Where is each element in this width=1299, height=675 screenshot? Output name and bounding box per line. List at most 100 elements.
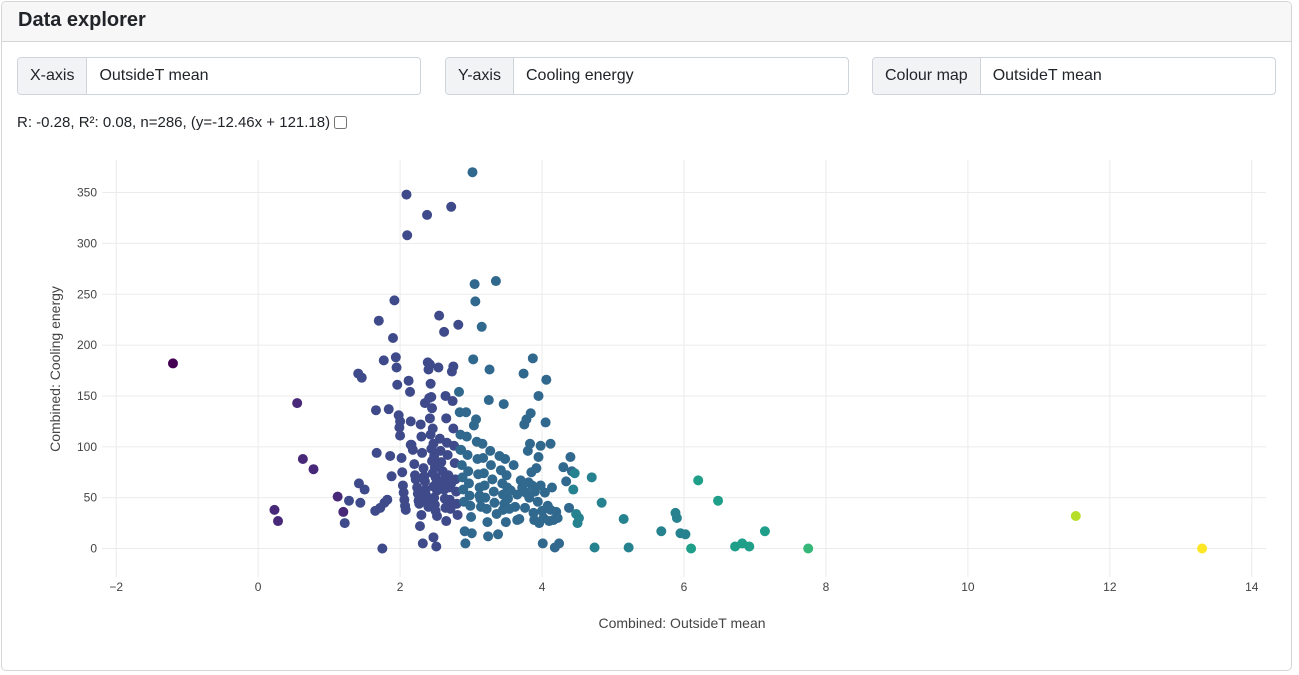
data-point (460, 538, 471, 549)
data-point (410, 474, 421, 485)
data-point (433, 362, 444, 373)
data-point (434, 459, 445, 470)
data-point (416, 509, 427, 520)
data-point (431, 541, 442, 552)
data-point (355, 497, 366, 508)
axis-controls: X-axis OutsideT mean Y-axis Cooling ener… (16, 57, 1276, 95)
x-tick-label: 14 (1245, 580, 1259, 594)
y-tick-label: 200 (77, 338, 97, 352)
data-point (446, 201, 457, 212)
x-axis-select[interactable]: X-axis OutsideT mean (17, 57, 421, 95)
page-title: Data explorer (18, 9, 146, 31)
data-point (484, 364, 495, 375)
x-axis-value[interactable]: OutsideT mean (99, 67, 209, 84)
data-point (427, 403, 438, 414)
data-point (565, 451, 576, 462)
data-point (456, 460, 467, 471)
data-point (447, 396, 458, 407)
y-axis-title: Combined: Cooling energy (47, 286, 63, 452)
colour-map-label: Colour map (873, 58, 981, 94)
data-point (693, 475, 704, 486)
data-point (532, 496, 543, 507)
data-point (441, 516, 452, 527)
data-point (401, 189, 412, 200)
data-point (485, 445, 496, 456)
data-point (466, 511, 477, 522)
data-point (419, 398, 430, 409)
data-point (373, 315, 384, 326)
y-axis-select[interactable]: Y-axis Cooling energy (445, 57, 849, 95)
data-point (466, 528, 477, 539)
data-point (487, 474, 498, 485)
data-point (269, 504, 280, 515)
data-point (167, 358, 178, 369)
x-tick-label: 0 (255, 580, 262, 594)
y-axis-value[interactable]: Cooling energy (525, 67, 634, 84)
data-point (414, 498, 425, 509)
data-point (388, 332, 398, 343)
data-point (483, 395, 494, 406)
data-point (308, 464, 319, 475)
data-point (485, 460, 496, 471)
data-point (535, 440, 546, 451)
data-point (389, 295, 400, 306)
data-point (508, 460, 519, 471)
data-point (533, 390, 544, 401)
data-point (618, 514, 629, 525)
data-point (564, 502, 575, 513)
data-point (546, 482, 557, 493)
data-point (426, 443, 437, 454)
data-point (545, 438, 556, 449)
colour-map-value[interactable]: OutsideT mean (992, 67, 1102, 84)
data-point (589, 542, 600, 553)
y-tick-label: 350 (77, 186, 97, 200)
data-point (468, 354, 479, 365)
data-point (416, 431, 427, 442)
regression-stats-text: R: -0.28, R²: 0.08, n=286, (y=-12.46x + … (17, 114, 331, 131)
data-point (427, 468, 438, 479)
data-point (297, 454, 308, 465)
data-point (518, 368, 529, 379)
plot-points (167, 167, 1208, 554)
data-point (273, 516, 284, 527)
data-point (680, 529, 691, 540)
colour-map-select[interactable]: Colour map OutsideT mean (872, 57, 1276, 95)
data-point (469, 279, 480, 290)
data-point (439, 326, 450, 337)
data-point (686, 543, 697, 554)
data-point (359, 484, 370, 495)
data-point (489, 497, 500, 508)
data-point (524, 438, 535, 449)
x-tick-label: 4 (539, 580, 546, 594)
regression-line-checkbox[interactable] (334, 116, 348, 129)
data-point (558, 462, 569, 473)
data-point (332, 491, 343, 502)
data-point (417, 447, 428, 458)
data-point (498, 504, 509, 515)
data-point (501, 470, 512, 481)
data-point (656, 526, 667, 537)
data-point (371, 447, 382, 458)
data-point (395, 416, 406, 427)
data-point (400, 504, 411, 515)
data-point (395, 430, 406, 441)
y-axis-label: Y-axis (446, 58, 514, 94)
data-point (483, 531, 494, 542)
data-point (541, 374, 552, 385)
data-point (561, 476, 572, 487)
data-point (468, 420, 479, 431)
data-point (461, 407, 472, 418)
data-point (402, 230, 413, 241)
data-point (623, 542, 634, 553)
data-point (441, 413, 452, 424)
plot-axes: −2 0 2 4 6 8 10 12 14 0 50 100 150 200 250 300 350 (77, 186, 1259, 594)
data-point (461, 431, 472, 442)
data-point (390, 352, 401, 363)
y-tick-label: 300 (77, 236, 97, 250)
data-point (383, 404, 394, 415)
data-point (425, 378, 436, 389)
data-point (338, 506, 349, 517)
data-point (397, 467, 408, 478)
data-point (463, 478, 474, 489)
